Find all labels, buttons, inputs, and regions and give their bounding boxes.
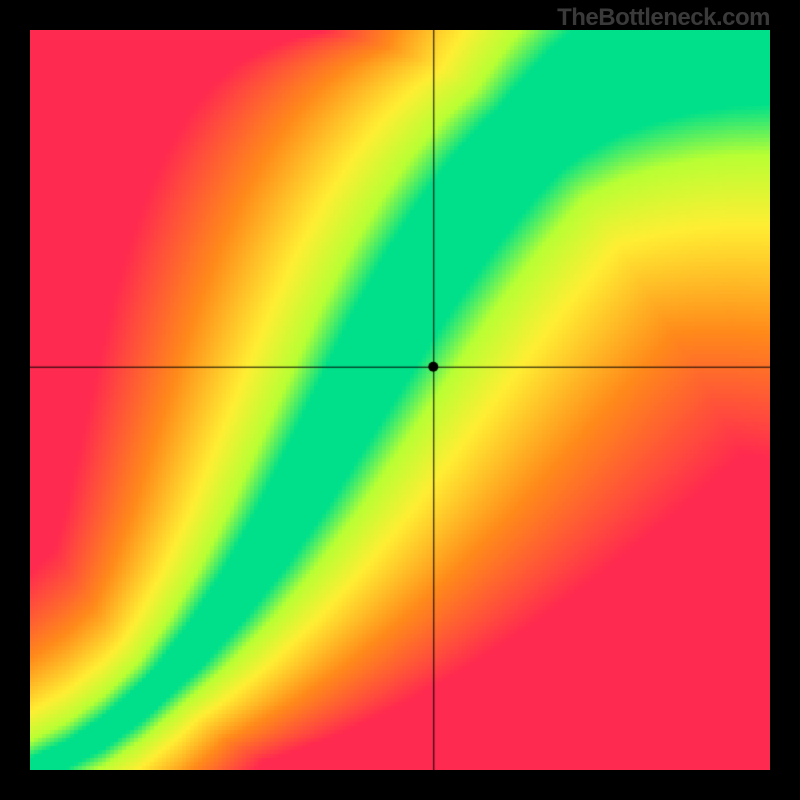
chart-container: TheBottleneck.com — [0, 0, 800, 800]
watermark-text: TheBottleneck.com — [557, 4, 770, 32]
bottleneck-heatmap — [30, 30, 770, 770]
